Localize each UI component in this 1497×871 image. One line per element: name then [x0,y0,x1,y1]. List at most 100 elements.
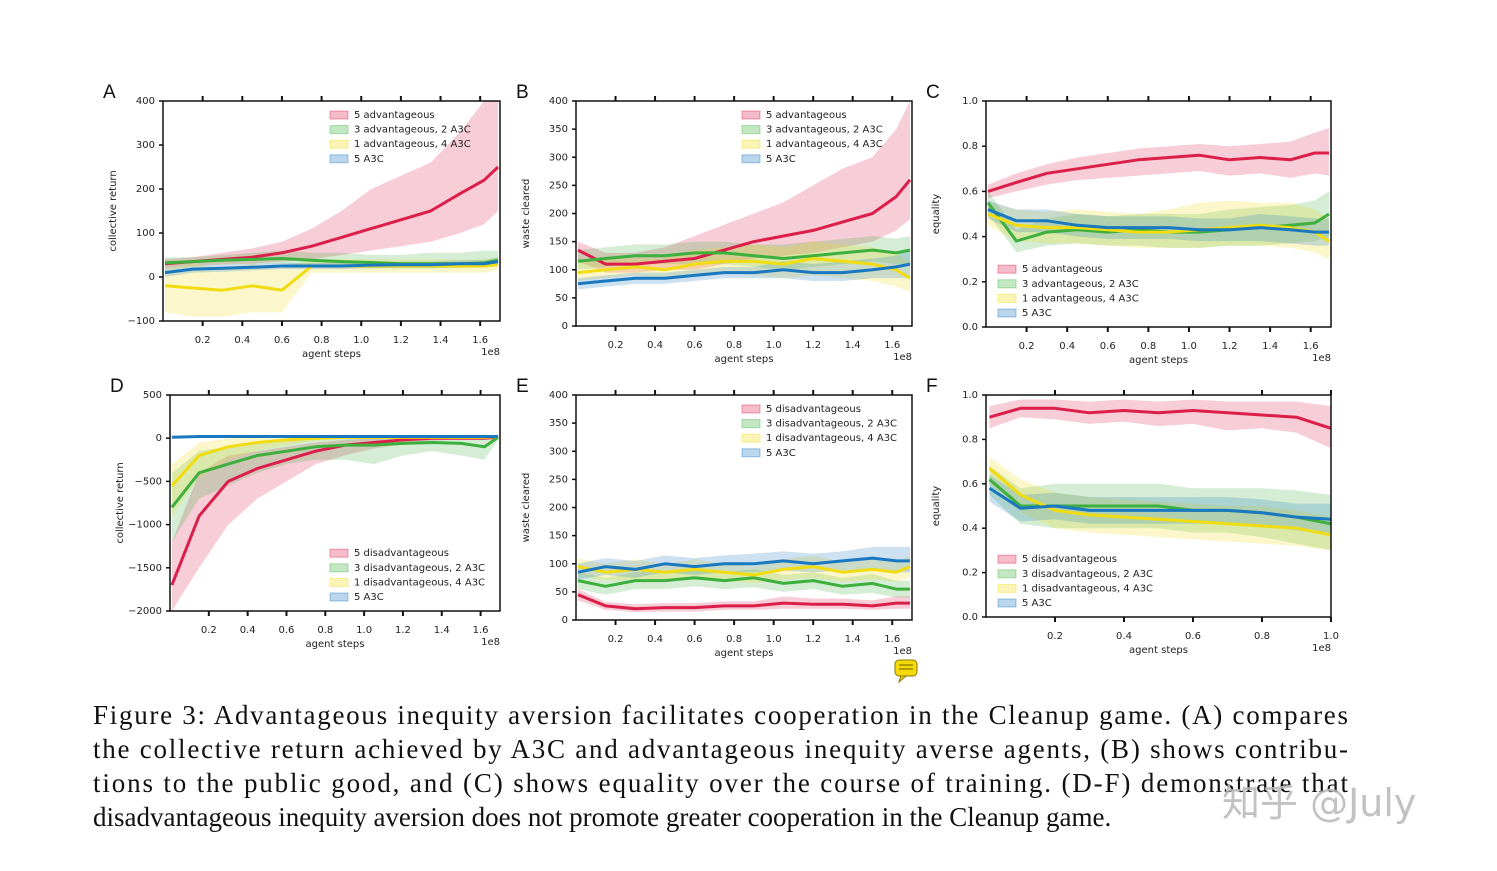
plot-area [988,399,1331,551]
axes-frame [162,100,501,322]
legend-swatch [329,548,349,558]
comment-icon[interactable] [894,659,918,684]
subplot: 0.2 0.4 0.6 0.8 1.0 0.0 0.2 0.4 0.6 0.8 1.0 Fagent … [926,376,1339,656]
series-line [987,208,1329,234]
legend-label: 3 advantageous, 2 A3C [354,125,471,136]
legend-label: 5 disadvantageous [354,548,449,559]
y-tick-label: 0 [156,433,162,444]
legend-swatch [997,293,1017,303]
y-tick-label: 0.8 [962,434,978,445]
legend-swatch [329,592,349,602]
legend-label: 1 disadvantageous, 4 A3C [354,577,485,588]
legend-label: 3 disadvantageous, 2 A3C [354,563,485,574]
x-tick-label: 0.4 [240,625,256,636]
y-tick-label: 0.2 [962,568,978,579]
confidence-band [164,257,499,317]
x-tick-label: 1.4 [845,634,861,645]
x-axis-label: agent steps [715,648,774,659]
y-tick-label: −1500 [128,563,162,574]
series-line [577,576,910,591]
subplot: 0.2 0.4 0.6 0.8 1.0 1.2 1.4 1.6 0.0 0.2 0.4 0.6 0.8 1… [926,82,1332,366]
x-tick-label: 0.8 [726,340,742,351]
confidence-band [988,200,1329,246]
caption-line: Figure 3: Advantageous inequity aversion… [93,700,1348,730]
legend-label: 3 disadvantageous, 2 A3C [1022,569,1153,580]
y-tick-label: 350 [549,124,568,135]
x-tick-label: 1.6 [473,625,489,636]
legend-swatch [997,569,1017,579]
subplot: 0.2 0.4 0.6 0.8 1.0 1.2 1.4 1.6 0 50 100 150 200 250 3… [516,82,913,365]
legend-swatch [741,433,761,443]
legend-label: 3 disadvantageous, 2 A3C [766,419,897,430]
x-tick-label: 1.4 [433,335,449,346]
panel-label: B [516,82,529,103]
legend-swatch [741,139,761,149]
x-tick-label: 0.6 [274,335,290,346]
subplot: 0.2 0.4 0.6 0.8 1.0 1.2 1.4 1.6 −100 0 100 200 300 40… [103,82,501,360]
legend-swatch [997,308,1017,318]
legend-label: 5 A3C [766,154,796,165]
legend-label: 5 A3C [1022,308,1052,319]
series-line [577,262,911,286]
x-tick-label: 1.4 [845,340,861,351]
y-tick-label: 300 [136,140,155,151]
x-axis-label: agent steps [1129,645,1188,656]
x-tick-label: 1.2 [805,340,821,351]
y-tick-label: 200 [136,184,155,195]
x-tick-label: 0.4 [1116,631,1132,642]
x-tick-label: 0.8 [726,634,742,645]
x-offset-label: 1e8 [893,646,912,657]
legend-label: 1 disadvantageous, 4 A3C [1022,583,1153,594]
legend-swatch [741,419,761,429]
x-tick-label: 1.2 [1222,341,1238,352]
x-tick-label: 1.4 [1262,341,1278,352]
caption-line: tions to the public good, and (C) shows … [93,768,1348,798]
y-axis-label: equality [931,194,942,234]
y-tick-label: 500 [143,390,162,401]
x-offset-label: 1e8 [481,637,500,648]
y-tick-label: 0.0 [962,322,978,333]
watermark: 知乎 @July [1222,781,1416,825]
y-tick-label: 0.4 [962,523,978,534]
x-tick-label: 0.4 [647,634,663,645]
y-tick-label: 50 [555,293,568,304]
y-tick-label: 350 [549,418,568,429]
y-tick-label: 0.6 [962,479,978,490]
legend-swatch [329,563,349,573]
y-axis-label: collective return [108,170,119,251]
x-tick-label: 0.2 [1019,341,1035,352]
y-tick-label: 0 [149,272,155,283]
y-tick-label: 300 [549,152,568,163]
legend-label: 5 advantageous [1022,264,1103,275]
x-tick-label: 0.6 [1185,631,1201,642]
axes-frame [169,394,501,612]
confidence-band [988,200,1329,260]
confidence-band [171,436,499,611]
legend-label: 5 A3C [354,592,384,603]
x-tick-label: 0.6 [1100,341,1116,352]
legend-swatch [741,154,761,164]
confidence-band [989,399,1331,449]
y-axis-label: waste cleared [521,179,532,249]
x-axis-label: agent steps [715,354,774,365]
legend-label: 5 advantageous [354,110,435,121]
series-line [577,257,911,280]
x-tick-label: 1.2 [805,634,821,645]
x-offset-label: 1e8 [1312,353,1331,364]
series-line [577,556,910,574]
y-tick-label: 100 [136,228,155,239]
x-axis-label: agent steps [302,349,361,360]
confidence-band [988,128,1329,199]
x-tick-label: 1.0 [766,340,782,351]
y-tick-label: 150 [549,531,568,542]
legend-label: 1 advantageous, 4 A3C [1022,293,1139,304]
legend-label: 3 advantageous, 2 A3C [766,125,883,136]
y-axis-label: equality [931,486,942,526]
plot-area [986,128,1330,260]
y-axis-label: collective return [115,462,126,543]
y-tick-label: 150 [549,237,568,248]
confidence-band [989,457,1331,551]
x-offset-label: 1e8 [893,352,912,363]
confidence-band [988,191,1329,253]
x-tick-label: 0.2 [608,340,624,351]
